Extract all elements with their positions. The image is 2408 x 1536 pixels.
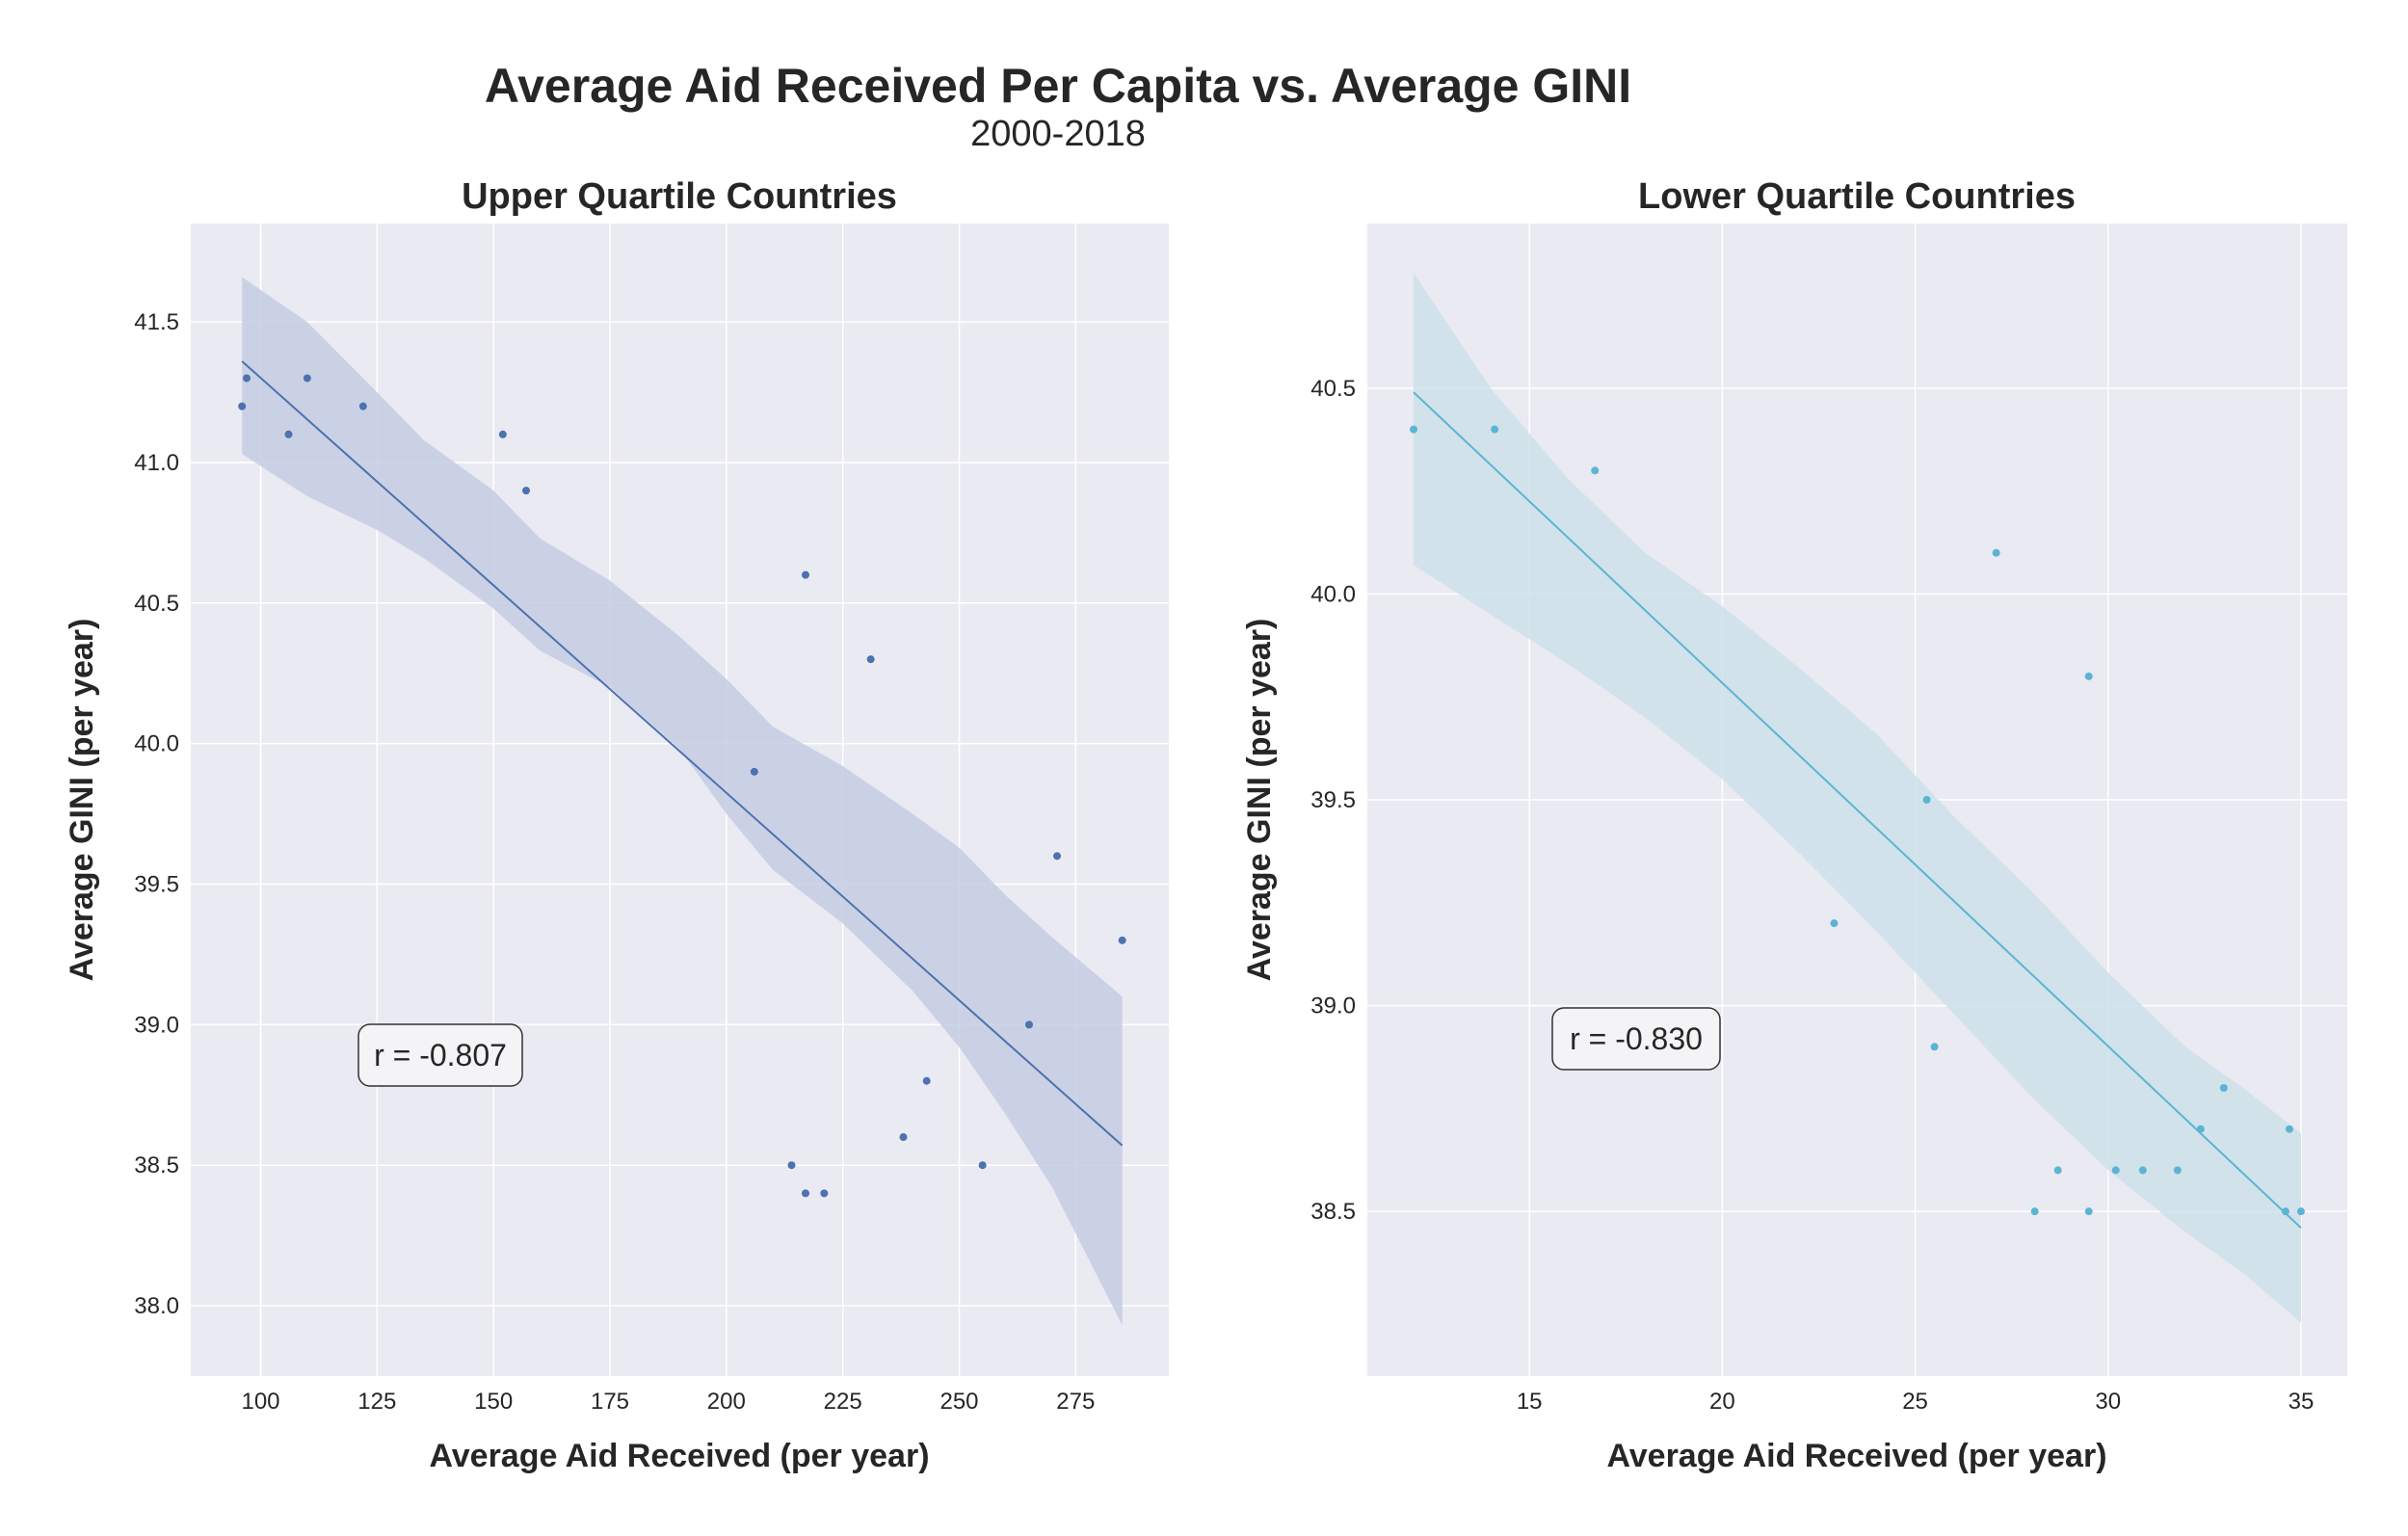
y-tick-label: 39.5 <box>1310 787 1356 813</box>
x-tick-label: 15 <box>1517 1389 1543 1415</box>
data-point <box>498 430 507 438</box>
x-tick-label: 150 <box>474 1389 513 1415</box>
data-point <box>2219 1084 2228 1092</box>
x-tick-label: 30 <box>2095 1389 2121 1415</box>
x-tick-label: 35 <box>2289 1389 2315 1415</box>
confidence-band <box>242 277 1123 1326</box>
y-tick-label: 38.5 <box>134 1152 179 1178</box>
y-tick-label: 41.5 <box>134 309 179 335</box>
panel-title: Upper Quartile Countries <box>462 176 897 217</box>
correlation-box <box>1551 1007 1721 1071</box>
y-tick-label: 40.5 <box>1310 376 1356 402</box>
panel-title: Lower Quartile Countries <box>1638 176 2076 217</box>
data-point <box>2196 1125 2205 1133</box>
data-point <box>866 655 875 664</box>
x-tick-label: 250 <box>939 1389 978 1415</box>
data-point <box>2084 672 2093 680</box>
x-tick-label: 175 <box>591 1389 629 1415</box>
data-point <box>358 402 367 410</box>
data-point <box>899 1133 908 1142</box>
figure-title: Average Aid Received Per Capita vs. Aver… <box>485 59 1631 113</box>
data-point <box>1922 796 1931 804</box>
x-tick-label: 125 <box>357 1389 396 1415</box>
data-point <box>1930 1043 1939 1051</box>
data-point <box>2285 1125 2293 1133</box>
data-point <box>1992 548 2000 557</box>
x-tick-label: 25 <box>1902 1389 1928 1415</box>
data-point <box>303 374 311 383</box>
data-point <box>522 487 530 495</box>
data-point <box>2030 1207 2039 1216</box>
data-point <box>1053 852 1061 861</box>
y-tick-label: 38.5 <box>1310 1199 1356 1225</box>
x-tick-label: 225 <box>824 1389 862 1415</box>
x-axis-label: Average Aid Received (per year) <box>1606 1438 2106 1474</box>
data-point <box>978 1161 987 1170</box>
upper-quartile-panel: 100 125 150 175 200 225 250 275 38.0 38.5 39.0 39.5… <box>64 176 1169 1474</box>
plot-area: 15 20 25 30 35 38.5 39.0 39.5 40.0 40.5 r = -0.830 <box>1310 224 2347 1415</box>
data-point <box>238 402 247 410</box>
confidence-band <box>1414 273 2301 1323</box>
data-point <box>1025 1020 1033 1029</box>
correlation-box <box>357 1023 523 1087</box>
correlation-label: r = -0.807 <box>374 1038 507 1073</box>
data-point <box>802 1189 809 1198</box>
data-point <box>284 430 293 438</box>
data-point <box>802 570 809 579</box>
data-point <box>787 1161 796 1170</box>
x-tick-label: 20 <box>1709 1389 1735 1415</box>
data-point <box>2111 1166 2120 1175</box>
data-point <box>2138 1166 2147 1175</box>
data-point <box>1591 466 1600 475</box>
figure-subtitle: 2000-2018 <box>970 114 1146 154</box>
data-point <box>243 374 251 383</box>
correlation-label: r = -0.830 <box>1570 1021 1703 1056</box>
data-point <box>1830 919 1839 928</box>
data-point <box>1410 425 1418 434</box>
data-point <box>820 1189 829 1198</box>
regression-line <box>1413 391 2302 1229</box>
y-axis-label: Average GINI (per year) <box>1241 619 1278 982</box>
y-tick-label: 40.0 <box>134 731 179 757</box>
y-tick-label: 41.0 <box>134 450 179 476</box>
data-point <box>2296 1207 2305 1216</box>
y-tick-label: 40.0 <box>1310 581 1356 607</box>
x-axis-label: Average Aid Received (per year) <box>429 1438 929 1474</box>
lower-quartile-panel: 15 20 25 30 35 38.5 39.0 39.5 40.0 40.5 r = -0.830… <box>1241 176 2347 1474</box>
data-point <box>2053 1166 2062 1175</box>
y-tick-label: 40.5 <box>134 591 179 617</box>
x-tick-label: 275 <box>1056 1389 1095 1415</box>
data-point <box>750 767 758 776</box>
y-tick-label: 38.0 <box>134 1293 179 1319</box>
data-point <box>2084 1207 2093 1216</box>
x-tick-label: 100 <box>241 1389 279 1415</box>
data-point <box>1118 936 1126 944</box>
data-point <box>922 1076 931 1085</box>
y-tick-label: 39.0 <box>134 1012 179 1038</box>
data-point <box>2281 1207 2289 1216</box>
y-axis-label: Average GINI (per year) <box>64 619 100 982</box>
x-tick-label: 200 <box>707 1389 746 1415</box>
y-tick-label: 39.5 <box>134 872 179 898</box>
y-tick-label: 39.0 <box>1310 993 1356 1020</box>
data-point <box>2173 1166 2182 1175</box>
regression-line <box>241 360 1124 1147</box>
plot-area: 100 125 150 175 200 225 250 275 38.0 38.5 39.0 39.5… <box>134 224 1169 1415</box>
data-point <box>1491 425 1499 434</box>
